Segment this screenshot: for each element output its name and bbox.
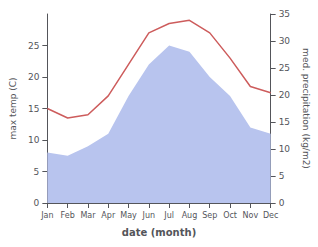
svg-text:35: 35 — [279, 9, 290, 19]
svg-text:25: 25 — [279, 63, 290, 73]
svg-text:30: 30 — [279, 36, 291, 46]
svg-text:Jul: Jul — [163, 211, 174, 220]
svg-text:10: 10 — [28, 135, 40, 145]
svg-text:May: May — [120, 211, 137, 220]
svg-text:med. precipitation (kg/m2): med. precipitation (kg/m2) — [301, 48, 311, 169]
svg-text:Aug: Aug — [182, 211, 198, 220]
svg-text:25: 25 — [28, 41, 39, 51]
svg-text:Feb: Feb — [61, 211, 75, 220]
svg-text:Mar: Mar — [80, 211, 96, 220]
svg-text:15: 15 — [279, 117, 290, 127]
svg-text:Jan: Jan — [40, 211, 53, 220]
svg-text:Apr: Apr — [101, 211, 116, 220]
svg-text:Sep: Sep — [202, 211, 217, 220]
svg-text:0: 0 — [34, 198, 40, 208]
svg-text:10: 10 — [279, 144, 291, 154]
svg-text:Oct: Oct — [223, 211, 237, 220]
svg-text:20: 20 — [28, 72, 40, 82]
svg-text:Nov: Nov — [243, 211, 259, 220]
svg-text:max temp (C): max temp (C) — [8, 77, 18, 139]
svg-text:5: 5 — [279, 171, 285, 181]
svg-text:0: 0 — [279, 198, 285, 208]
svg-text:15: 15 — [28, 104, 39, 114]
svg-text:20: 20 — [279, 90, 291, 100]
svg-text:Dec: Dec — [263, 211, 278, 220]
svg-text:date (month): date (month) — [122, 227, 196, 238]
svg-text:Jun: Jun — [142, 211, 156, 220]
svg-text:5: 5 — [34, 167, 40, 177]
